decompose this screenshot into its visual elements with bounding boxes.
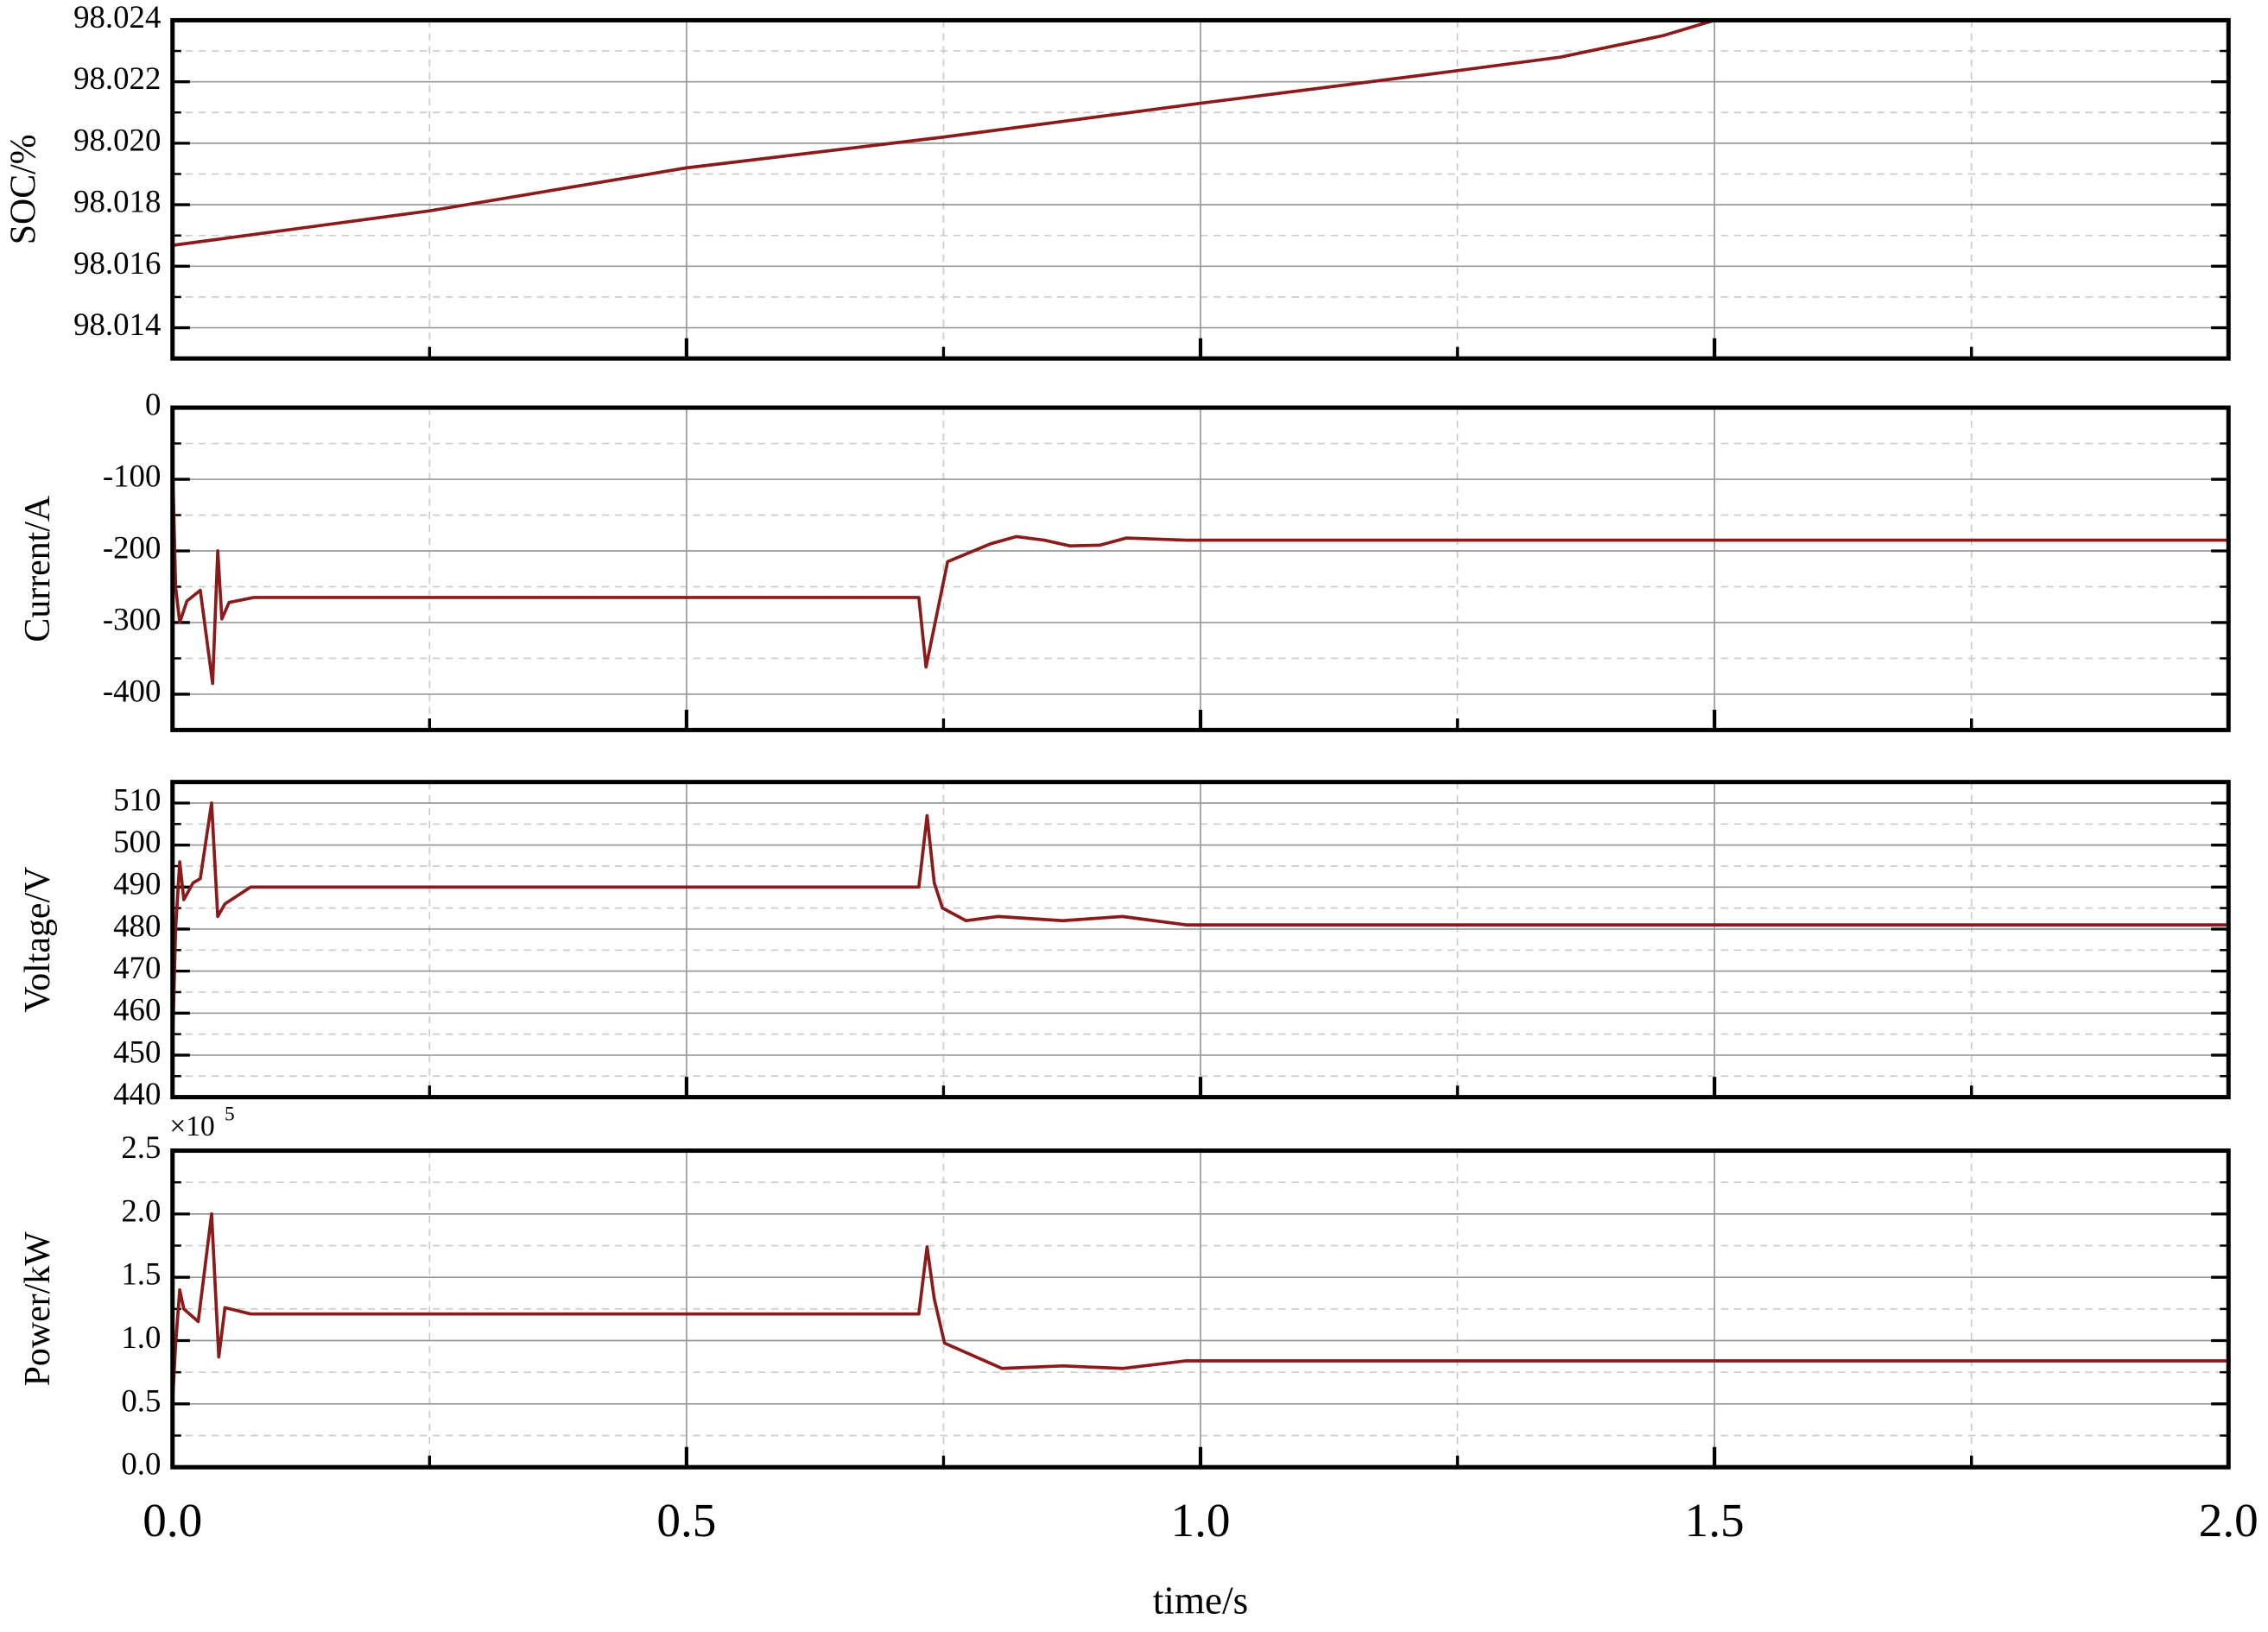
plot-frame xyxy=(170,780,2231,1100)
axis-multiplier-exponent: 5 xyxy=(225,1104,235,1126)
y-axis-label: Power/kW xyxy=(18,1231,58,1386)
y-tick-label: 1.5 xyxy=(121,1256,161,1292)
y-tick-label: 450 xyxy=(113,1034,161,1069)
plot-frame xyxy=(170,17,2231,361)
y-tick-label: 98.018 xyxy=(73,184,161,219)
plot-frame xyxy=(170,405,2231,732)
y-tick-label: -200 xyxy=(103,529,161,565)
y-tick-label: 2.5 xyxy=(121,1129,161,1165)
axis-multiplier: ×10 xyxy=(169,1110,214,1142)
y-tick-label: 470 xyxy=(113,950,161,985)
plot xyxy=(172,459,2229,686)
y-tick-label: 460 xyxy=(113,992,161,1028)
x-axis-label: time/s xyxy=(1153,1579,1248,1623)
y-tick-label: 98.022 xyxy=(73,60,161,96)
y-tick-label: 98.014 xyxy=(73,307,161,342)
y-axis-label: SOC/% xyxy=(3,134,43,244)
plot xyxy=(172,18,1715,247)
data-line xyxy=(172,18,1715,247)
y-tick-label: 98.024 xyxy=(73,0,161,35)
plot-frame xyxy=(170,1148,2231,1470)
y-tick-label: 98.020 xyxy=(73,122,161,157)
data-line xyxy=(172,801,2229,1047)
x-tick-label: 0.5 xyxy=(656,1494,716,1547)
y-axis-label: Voltage/V xyxy=(18,867,58,1013)
y-tick-label: 98.016 xyxy=(73,245,161,281)
x-tick-label: 1.0 xyxy=(1170,1494,1230,1547)
y-tick-label: 0.5 xyxy=(121,1382,161,1418)
y-tick-label: 0 xyxy=(145,387,161,422)
x-tick-label: 1.5 xyxy=(1685,1494,1745,1547)
data-line xyxy=(172,1212,2229,1403)
y-axis-label: Current/A xyxy=(18,496,58,642)
plot xyxy=(172,801,2229,1047)
data-line xyxy=(172,459,2229,686)
x-tick-label: 2.0 xyxy=(2199,1494,2258,1547)
x-tick-label: 0.0 xyxy=(143,1494,202,1547)
y-tick-label: 510 xyxy=(113,781,161,817)
y-tick-label: -100 xyxy=(103,458,161,493)
plot xyxy=(172,1212,2229,1403)
y-tick-label: 0.0 xyxy=(121,1446,161,1482)
y-tick-label: 500 xyxy=(113,824,161,859)
y-tick-label: 2.0 xyxy=(121,1192,161,1228)
y-tick-label: 1.0 xyxy=(121,1319,161,1355)
y-tick-label: 490 xyxy=(113,866,161,901)
y-tick-label: -300 xyxy=(103,601,161,636)
y-tick-label: -400 xyxy=(103,673,161,708)
y-tick-label: 440 xyxy=(113,1076,161,1111)
y-tick-label: 480 xyxy=(113,908,161,943)
